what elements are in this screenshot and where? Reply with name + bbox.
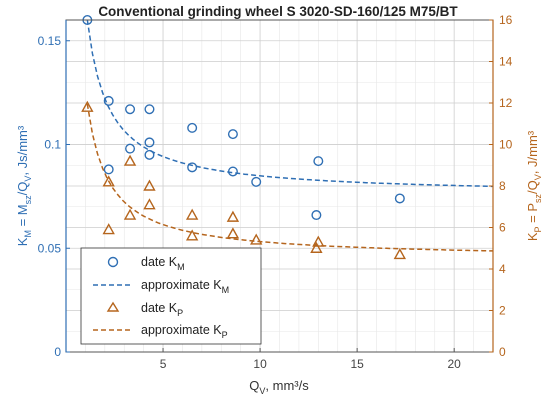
right-tick-label: 14 — [499, 55, 513, 69]
legend-label-kp-approx: approximate KP — [141, 323, 228, 340]
data-point-kp — [102, 223, 115, 235]
data-point-kp — [143, 179, 156, 191]
x-tick-label: 15 — [350, 357, 364, 371]
legend-kp-data-main: date K — [141, 301, 178, 315]
data-point-km — [251, 176, 262, 187]
right-label-k-sub: P — [533, 226, 543, 232]
data-point-km — [394, 193, 405, 204]
approx-curve-km — [86, 19, 494, 188]
right-axis: 0 2 4 6 8 10 12 14 16 — [489, 13, 513, 359]
left-axis: 0 0.05 0.1 0.15 — [38, 20, 70, 359]
right-label-eq: = P — [525, 203, 540, 227]
data-markers — [81, 14, 407, 260]
data-point-kp — [226, 227, 240, 239]
x-axis-label-main: Q — [249, 378, 259, 393]
data-point-km — [227, 166, 238, 177]
x-axis-label: QV, mm³/s — [249, 378, 309, 396]
right-axis-label: KP = Psz/QV, J/mm³ — [525, 130, 543, 241]
left-tick-label: 0.05 — [38, 241, 62, 255]
legend-box — [80, 247, 262, 345]
x-axis-label-sub: V — [259, 386, 265, 396]
data-point-kp — [310, 241, 323, 253]
right-tick-label: 16 — [499, 13, 513, 27]
data-point-kp — [393, 248, 407, 260]
legend-km-data-main: date K — [141, 255, 178, 269]
data-point-km — [187, 122, 198, 133]
data-point-kp — [250, 233, 263, 245]
right-tick-label: 10 — [499, 138, 513, 152]
right-tick-label: 6 — [499, 221, 506, 235]
x-axis-label-rest: , mm³/s — [265, 378, 309, 393]
data-point-kp — [185, 208, 199, 220]
data-point-kp — [102, 175, 115, 187]
approx-curve-kp — [86, 103, 494, 252]
data-point-kp — [123, 154, 137, 166]
right-label-k: K — [525, 232, 540, 241]
data-point-kp — [226, 210, 240, 222]
right-label-unit: , J/mm³ — [525, 130, 540, 174]
data-point-km — [187, 162, 198, 173]
right-label-slash: /Q — [525, 180, 540, 194]
legend-label-km-data: date KM — [141, 255, 185, 272]
data-point-km — [144, 104, 155, 115]
legend-label-kp-data: date KP — [141, 301, 183, 318]
data-point-kp — [123, 208, 137, 220]
data-point-km — [144, 137, 155, 148]
data-point-km — [103, 164, 114, 175]
left-tick-label: 0.15 — [38, 34, 62, 48]
left-tick-label: 0 — [54, 345, 61, 359]
right-label-p-sub: sz — [533, 193, 543, 203]
data-point-km — [313, 156, 324, 167]
x-tick-label: 20 — [448, 357, 462, 371]
left-tick-label: 0.1 — [44, 138, 61, 152]
right-label-q-sub: V — [533, 174, 543, 180]
left-label-q-sub: V — [23, 176, 33, 182]
left-label-k-sub: M — [23, 230, 33, 238]
legend-marker-km — [107, 256, 119, 268]
data-point-kp — [312, 235, 325, 247]
right-tick-label: 4 — [499, 262, 506, 276]
data-point-kp — [81, 100, 94, 112]
left-label-slash: /Q — [15, 182, 30, 196]
legend-kp-approx-sub: P — [222, 330, 228, 340]
chart-title: Conventional grinding wheel S 3020-SD-16… — [98, 4, 458, 19]
legend-km-approx-main: approximate K — [141, 278, 222, 292]
left-label-k: K — [15, 237, 30, 246]
legend-kp-approx-main: approximate K — [141, 323, 222, 337]
legend-km-approx-sub: M — [222, 285, 230, 295]
legend-kp-data-sub: P — [177, 308, 183, 318]
legend: date KM approximate KM date KP approxima… — [80, 247, 262, 345]
x-tick-label: 10 — [253, 357, 267, 371]
right-tick-label: 0 — [499, 345, 506, 359]
right-tick-label: 8 — [499, 179, 506, 193]
data-point-km — [144, 149, 155, 160]
data-point-km — [227, 129, 238, 140]
left-label-unit: , Js/mm³ — [15, 125, 30, 175]
data-point-kp — [185, 229, 199, 241]
data-point-km — [103, 95, 114, 106]
legend-km-data-sub: M — [177, 262, 185, 272]
legend-marker-kp — [106, 301, 120, 312]
x-tick-label: 5 — [160, 357, 167, 371]
data-point-km — [311, 210, 322, 221]
data-point-kp — [143, 198, 156, 210]
left-axis-label: KM = Msz/QV, Js/mm³ — [15, 125, 33, 246]
data-point-km — [125, 104, 136, 115]
left-label-eq: = M — [15, 204, 30, 230]
legend-label-km-approx: approximate KM — [141, 278, 229, 295]
right-tick-label: 12 — [499, 96, 513, 110]
data-point-km — [125, 143, 136, 154]
left-label-m-sub: sz — [23, 195, 33, 205]
approx-curves — [86, 19, 494, 252]
x-axis: 5 10 15 20 — [160, 348, 461, 371]
right-tick-label: 2 — [499, 304, 506, 318]
